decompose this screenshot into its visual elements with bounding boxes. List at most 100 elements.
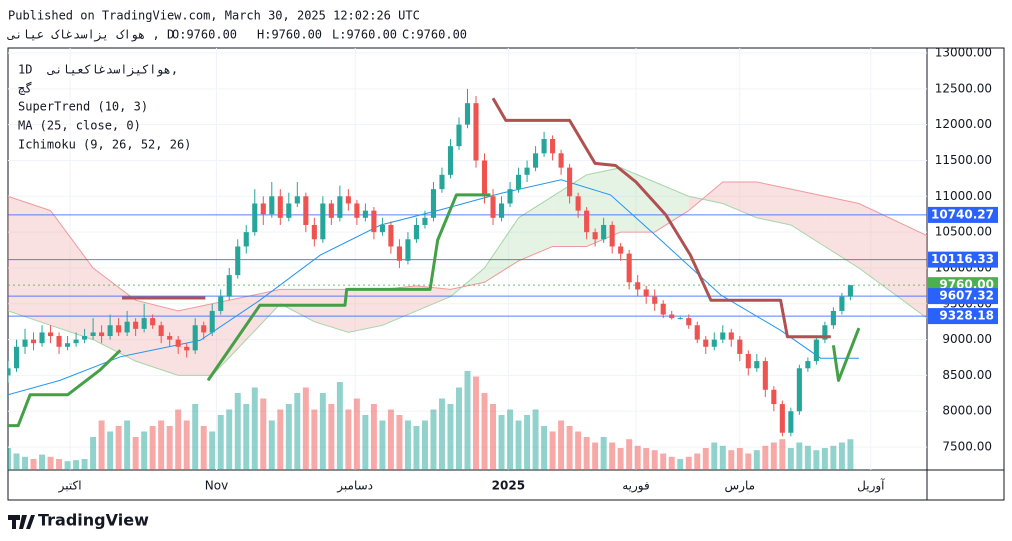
volume-bar [166,426,173,470]
price-label: 9328.18 [939,309,994,323]
volume-bar [438,398,445,470]
y-tick-label: 7500.00 [942,440,992,454]
candle-body [737,339,743,354]
volume-bar [115,426,122,470]
candle-body [677,318,683,320]
candle-body [618,246,624,254]
candle-body [558,153,564,168]
candle-body [235,246,241,276]
candle-body [107,325,113,337]
volume-bar [64,461,71,470]
published: Published on TradingView.com, March 30, … [8,9,420,23]
candle-body [711,339,717,347]
cloud [8,196,51,326]
volume-bar [634,445,641,470]
volume-bar [132,437,139,470]
volume-bar [30,459,37,470]
candle-body [609,224,615,247]
volume-bar [175,409,182,470]
volume-bar [311,409,318,470]
logo [8,515,35,529]
candle-body [541,138,547,154]
volume-bar [353,398,360,470]
volume-bar [149,426,156,470]
y-tick-label: 9000.00 [942,332,992,346]
price-label: 9607.32 [939,289,994,303]
volume-bar [8,448,11,470]
volume-bar [821,448,828,470]
candle-body [175,339,181,347]
volume-bar [549,431,556,470]
x-tick-label: Nov [205,479,228,493]
candle-body [73,339,79,344]
candle-body [209,310,215,333]
volume-bar [745,453,752,470]
volume-bar [753,450,760,470]
volume-bar [73,460,80,470]
candle-body [303,196,309,225]
cloud [484,217,519,283]
volume-bar [107,431,114,470]
price-label-box [928,206,998,223]
candle-body [124,321,130,333]
volume-bar [660,453,667,470]
candle-body [362,210,368,218]
supertrend [831,327,861,382]
candle-body [47,332,54,337]
cloud [348,289,383,333]
candle-body [592,232,598,240]
volume-bar [294,393,301,470]
cloud [620,167,655,233]
price-label-box [928,288,998,305]
candle-body [311,224,317,240]
exchange: گچ [18,82,32,96]
volume-bar [787,448,794,470]
candle-body [439,174,445,190]
volume-bar [575,431,582,470]
volume-bar [736,448,743,470]
volume-bar [796,442,803,470]
candle-body [201,325,207,333]
legend-item: Ichimoku (9, 26, 52, 26) [18,138,191,152]
candle-body [533,153,539,168]
volume-bar [702,448,709,470]
price-label-box [928,308,998,325]
supertrend [491,97,831,339]
candle-body [252,203,258,233]
candle-body [184,346,190,351]
volume-bar [609,442,616,470]
candle-body [473,103,479,161]
volume-bar [473,376,479,470]
candle-body [294,196,300,204]
volume-bar [387,409,394,470]
candle-body [337,196,343,218]
volume-bar [728,450,735,470]
cloud [93,268,136,362]
volume-bar [209,431,216,470]
x-tick-label: اکتبر [58,479,82,494]
candle-body [779,404,785,433]
candle-body [550,138,556,154]
candle-body [13,346,20,369]
y-tick-label: 8000.00 [942,404,992,418]
candle-body [660,303,666,315]
volume-bar [507,409,514,470]
volume-bar [56,459,63,470]
volume-bar [694,453,701,470]
volume-bar [464,371,471,470]
candle-body [30,339,37,344]
candle-body [507,189,513,204]
volume-bar [813,450,820,470]
candle-body [405,239,411,261]
volume-bar [762,445,769,470]
volume-bar [447,404,454,470]
candle-body [8,368,11,376]
candle-body [847,285,853,297]
y-tick-label: 11500.00 [935,153,992,167]
y-tick-label: 12500.00 [935,81,992,95]
cloud [50,210,94,340]
volume-bar [643,448,650,470]
y-tick-label: 13000.00 [935,46,992,60]
candle-body [354,203,360,218]
volume-bar [22,456,28,470]
